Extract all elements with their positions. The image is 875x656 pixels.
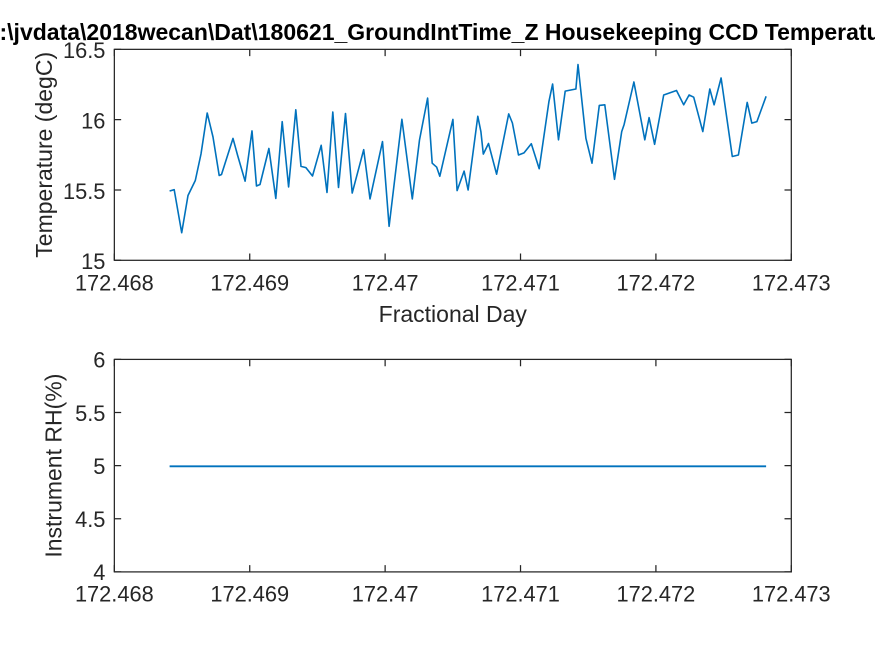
svg-text:172.473: 172.473 xyxy=(752,582,831,607)
svg-text:6: 6 xyxy=(93,348,105,373)
svg-text:4.5: 4.5 xyxy=(75,507,105,532)
svg-text:Fractional Day: Fractional Day xyxy=(379,301,528,327)
svg-text:172.471: 172.471 xyxy=(481,271,560,296)
svg-text:15: 15 xyxy=(81,249,105,274)
svg-text:16: 16 xyxy=(81,108,105,133)
svg-text:15.5: 15.5 xyxy=(63,179,105,204)
svg-text:172.468: 172.468 xyxy=(75,271,154,296)
svg-text:4: 4 xyxy=(93,560,105,585)
svg-text:172.471: 172.471 xyxy=(481,582,560,607)
svg-text:5.5: 5.5 xyxy=(75,401,105,426)
svg-text:172.47: 172.47 xyxy=(352,582,419,607)
svg-text:Instrument RH(%): Instrument RH(%) xyxy=(41,374,67,558)
svg-text:172.47: 172.47 xyxy=(352,271,419,296)
svg-text:172.469: 172.469 xyxy=(210,582,289,607)
svg-text::\jvdata\2018wecan\Dat\180621_: :\jvdata\2018wecan\Dat\180621_GroundIntT… xyxy=(0,19,875,45)
svg-text:5: 5 xyxy=(93,454,105,479)
svg-text:172.469: 172.469 xyxy=(210,271,289,296)
svg-text:172.472: 172.472 xyxy=(617,582,696,607)
svg-text:172.473: 172.473 xyxy=(752,271,831,296)
svg-text:Temperature (degC): Temperature (degC) xyxy=(31,52,57,258)
svg-text:172.472: 172.472 xyxy=(617,271,696,296)
svg-text:16.5: 16.5 xyxy=(63,38,105,63)
svg-text:172.468: 172.468 xyxy=(75,582,154,607)
